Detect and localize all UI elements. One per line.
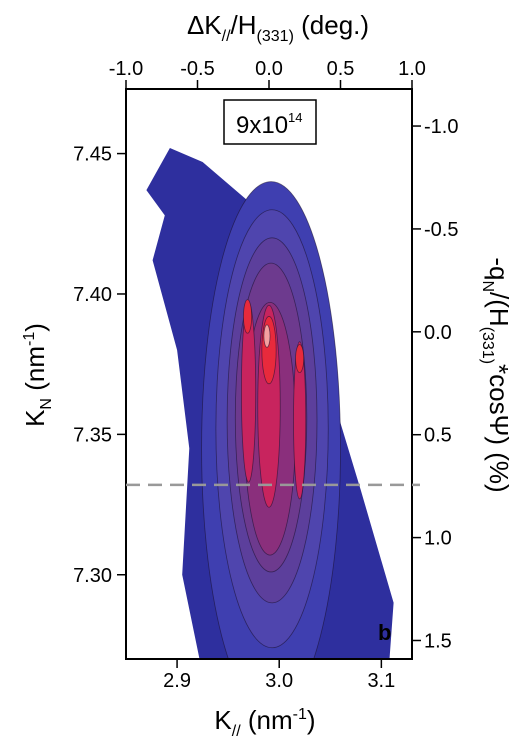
x-bottom-axis-title: K// (nm-1) <box>214 705 315 740</box>
y-right-axis-title: -qN/(H(331)*cosΨ) (%) <box>479 257 514 492</box>
x-top-tick-label: 1.0 <box>398 58 426 80</box>
y-right-tick-label: 1.0 <box>424 528 452 550</box>
y-right-ticks: -1.0 -0.5 0.0 0.5 1.0 1.5 <box>412 116 458 652</box>
y-left-tick-label: 7.45 <box>73 144 112 166</box>
intensity-peak <box>295 344 305 373</box>
y-right-tick-label: -0.5 <box>424 219 458 241</box>
annotation-text: 9x1014 <box>236 110 303 139</box>
y-right-tick-label: 1.5 <box>424 630 452 652</box>
x-top-tick-label: -0.5 <box>180 58 214 80</box>
intensity-map <box>146 148 394 659</box>
x-top-tick-label: -1.0 <box>109 58 143 80</box>
x-top-tick-label: 0.0 <box>255 58 283 80</box>
fluence-annotation: 9x1014 <box>223 99 317 145</box>
x-bottom-tick-label: 3.1 <box>367 670 395 692</box>
intensity-peak <box>263 324 271 348</box>
annotation-box <box>223 99 317 145</box>
y-left-axis-title: KN (nm-1) <box>20 323 55 427</box>
intensity-peak <box>293 341 307 500</box>
panel-label: b <box>378 620 391 645</box>
y-left-ticks: 7.30 7.35 7.40 7.45 <box>73 144 126 587</box>
y-left-tick-label: 7.40 <box>73 284 112 306</box>
x-bottom-tick-label: 3.0 <box>265 670 293 692</box>
x-bottom-tick-label: 2.9 <box>163 670 191 692</box>
y-right-tick-label: 0.5 <box>424 425 452 447</box>
y-right-tick-label: -1.0 <box>424 116 458 138</box>
y-left-tick-label: 7.35 <box>73 424 112 446</box>
x-top-axis-title: ΔK///H(331) (deg.) <box>187 10 369 45</box>
intensity-peak <box>243 299 253 334</box>
x-top-tick-label: 0.5 <box>327 58 355 80</box>
x-bottom-ticks: 2.9 3.0 3.1 <box>163 659 395 692</box>
y-right-tick-label: 0.0 <box>424 322 452 344</box>
x-top-ticks: -1.0 -0.5 0.0 0.5 1.0 <box>109 58 426 89</box>
y-left-tick-label: 7.30 <box>73 565 112 587</box>
